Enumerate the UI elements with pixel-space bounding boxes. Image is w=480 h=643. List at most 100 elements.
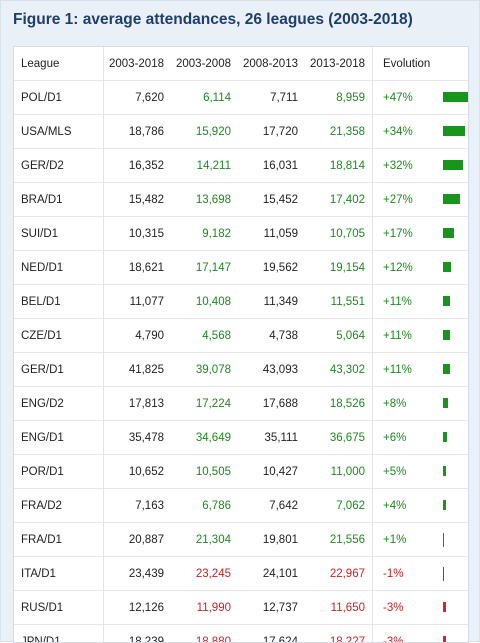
evolution-bar [443, 500, 446, 510]
evolution-cell: +8% [373, 387, 444, 421]
evolution-bar [443, 567, 444, 581]
evolution-bar-cell [443, 149, 468, 183]
avg-2003-2018-cell: 7,163 [104, 489, 172, 523]
avg-2003-2008-cell: 4,568 [171, 319, 238, 353]
avg-2008-2013-cell: 43,093 [238, 353, 305, 387]
avg-2013-2018-cell: 11,000 [305, 455, 373, 489]
evolution-bar-cell [443, 319, 468, 353]
evolution-cell: +5% [373, 455, 444, 489]
league-cell: POR/D1 [14, 455, 104, 489]
evolution-bar [443, 160, 463, 170]
evolution-cell: +17% [373, 217, 444, 251]
evolution-bar-cell [443, 251, 468, 285]
avg-2013-2018-cell: 11,650 [305, 591, 373, 625]
avg-2008-2013-cell: 15,452 [238, 183, 305, 217]
avg-2013-2018-cell: 10,705 [305, 217, 373, 251]
avg-2003-2018-cell: 10,652 [104, 455, 172, 489]
evolution-cell: +11% [373, 353, 444, 387]
avg-2013-2018-cell: 8,959 [305, 81, 373, 115]
league-cell: ENG/D1 [14, 421, 104, 455]
evolution-cell: +11% [373, 285, 444, 319]
avg-2013-2018-cell: 22,967 [305, 557, 373, 591]
avg-2008-2013-cell: 19,562 [238, 251, 305, 285]
league-cell: POL/D1 [14, 81, 104, 115]
evolution-cell: +1% [373, 523, 444, 557]
evolution-cell: +12% [373, 251, 444, 285]
avg-2003-2008-cell: 10,408 [171, 285, 238, 319]
avg-2008-2013-cell: 7,711 [238, 81, 305, 115]
evolution-bar-cell [443, 557, 468, 591]
avg-2003-2018-cell: 23,439 [104, 557, 172, 591]
evolution-bar [443, 398, 448, 408]
evolution-cell: +34% [373, 115, 444, 149]
evolution-bar [443, 262, 451, 272]
avg-2003-2018-cell: 16,352 [104, 149, 172, 183]
header-2008-2013: 2008-2013 [238, 47, 305, 81]
avg-2013-2018-cell: 18,227 [305, 625, 373, 643]
avg-2013-2018-cell: 17,402 [305, 183, 373, 217]
evolution-bar [443, 92, 469, 102]
evolution-bar-cell [443, 81, 468, 115]
avg-2003-2008-cell: 10,505 [171, 455, 238, 489]
avg-2008-2013-cell: 10,427 [238, 455, 305, 489]
evolution-bar-cell [443, 523, 468, 557]
header-2003-2018: 2003-2018 [104, 47, 172, 81]
league-cell: GER/D2 [14, 149, 104, 183]
evolution-bar-cell [443, 421, 468, 455]
evolution-cell: +11% [373, 319, 444, 353]
avg-2003-2018-cell: 41,825 [104, 353, 172, 387]
avg-2008-2013-cell: 17,624 [238, 625, 305, 643]
avg-2008-2013-cell: 19,801 [238, 523, 305, 557]
header-evolution: Evolution [373, 47, 444, 81]
avg-2008-2013-cell: 11,349 [238, 285, 305, 319]
avg-2013-2018-cell: 21,358 [305, 115, 373, 149]
league-cell: RUS/D1 [14, 591, 104, 625]
evolution-bar [443, 602, 446, 612]
league-cell: ITA/D1 [14, 557, 104, 591]
evolution-bar [443, 364, 450, 374]
header-2013-2018: 2013-2018 [305, 47, 373, 81]
avg-2003-2008-cell: 17,147 [171, 251, 238, 285]
header-league: League [14, 47, 104, 81]
avg-2003-2018-cell: 12,126 [104, 591, 172, 625]
evolution-cell: -3% [373, 625, 444, 643]
avg-2003-2018-cell: 18,786 [104, 115, 172, 149]
avg-2008-2013-cell: 7,642 [238, 489, 305, 523]
avg-2013-2018-cell: 18,526 [305, 387, 373, 421]
avg-2003-2008-cell: 18,880 [171, 625, 238, 643]
avg-2003-2018-cell: 10,315 [104, 217, 172, 251]
header-evolution-bar [443, 47, 468, 81]
avg-2003-2018-cell: 11,077 [104, 285, 172, 319]
evolution-bar-cell [443, 625, 468, 643]
evolution-bar [443, 228, 454, 238]
avg-2008-2013-cell: 16,031 [238, 149, 305, 183]
avg-2003-2008-cell: 9,182 [171, 217, 238, 251]
avg-2013-2018-cell: 43,302 [305, 353, 373, 387]
avg-2003-2008-cell: 13,698 [171, 183, 238, 217]
avg-2003-2018-cell: 35,478 [104, 421, 172, 455]
league-cell: SUI/D1 [14, 217, 104, 251]
avg-2008-2013-cell: 17,720 [238, 115, 305, 149]
avg-2003-2008-cell: 34,649 [171, 421, 238, 455]
evolution-bar-cell [443, 285, 468, 319]
evolution-cell: +6% [373, 421, 444, 455]
evolution-bar-cell [443, 489, 468, 523]
avg-2003-2008-cell: 6,786 [171, 489, 238, 523]
header-2003-2008: 2003-2008 [171, 47, 238, 81]
avg-2013-2018-cell: 7,062 [305, 489, 373, 523]
avg-2003-2008-cell: 15,920 [171, 115, 238, 149]
